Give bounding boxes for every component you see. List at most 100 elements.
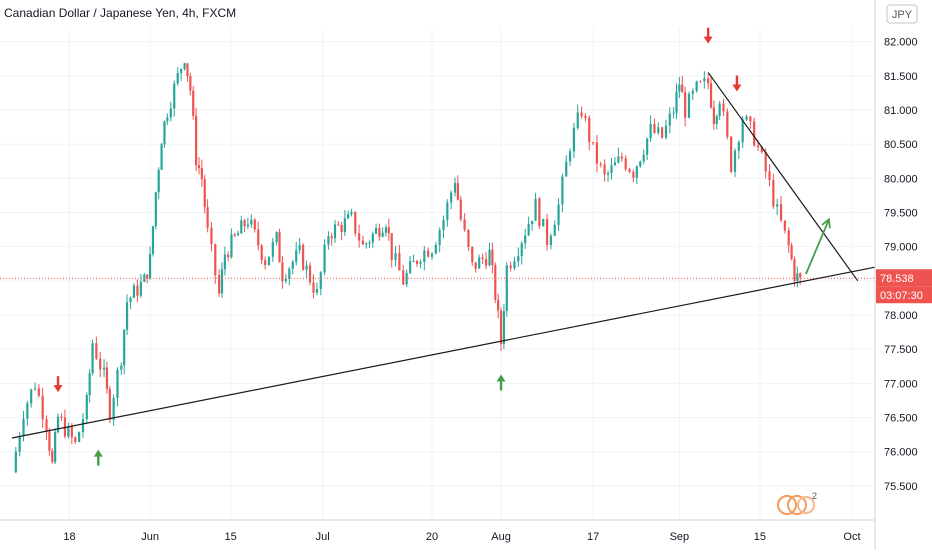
x-tick-label: Jun — [141, 531, 159, 543]
candle-body — [687, 93, 691, 118]
candle-body — [488, 249, 491, 266]
candle-body — [227, 254, 230, 258]
candle-body — [672, 112, 675, 114]
candle-body — [123, 329, 126, 366]
candle-body — [471, 246, 474, 263]
candle-body — [291, 261, 294, 269]
candle-body — [733, 150, 737, 172]
candle-body — [18, 436, 21, 452]
arrow-head — [496, 374, 506, 382]
up-arrow-marker — [93, 449, 103, 466]
candle-body — [741, 119, 744, 143]
candle-body — [302, 244, 305, 270]
candle-body — [163, 121, 166, 145]
candle-body — [764, 152, 767, 172]
candle-body — [790, 245, 793, 260]
candle-body — [67, 426, 70, 437]
candle-body — [668, 113, 671, 126]
candle-body — [78, 432, 81, 442]
candle-body — [783, 220, 786, 231]
candle-body — [722, 103, 725, 112]
candle-body — [284, 278, 287, 282]
arrow-head — [93, 449, 103, 457]
y-tick-label: 79.000 — [884, 242, 918, 254]
candle-body — [538, 198, 541, 227]
candle-body — [368, 242, 371, 244]
candle-body — [340, 225, 343, 233]
candle-body — [409, 261, 412, 273]
candle-body — [712, 107, 716, 124]
candle-body — [246, 224, 249, 227]
candle-body — [56, 416, 60, 433]
candle-body — [108, 388, 111, 420]
y-tick-label: 81.500 — [884, 71, 918, 83]
candle-body — [319, 272, 322, 289]
y-tick-label: 77.000 — [884, 378, 918, 390]
candle-body — [553, 224, 556, 236]
candle-body — [793, 259, 796, 281]
candle-body — [481, 257, 484, 260]
candle-body — [737, 142, 740, 151]
y-tick-label: 80.500 — [884, 139, 918, 151]
candle-body — [74, 437, 77, 442]
price-label-bg — [876, 269, 932, 287]
candle-body — [151, 226, 155, 255]
candle-body — [494, 265, 497, 300]
candle-body — [446, 202, 449, 221]
candle-body — [749, 116, 752, 122]
y-tick-label: 76.500 — [884, 413, 918, 425]
candle-body — [378, 227, 381, 237]
candle-body — [402, 270, 405, 285]
candle-body — [549, 235, 552, 246]
candle-body — [183, 63, 186, 69]
candle-body — [315, 288, 319, 293]
candle-body — [603, 164, 606, 175]
candle-body — [568, 151, 572, 162]
candle-body — [37, 388, 40, 396]
candle-body — [661, 127, 664, 138]
candle-body — [681, 84, 684, 93]
y-tick-label: 78.000 — [884, 310, 918, 322]
price-label: 78.538 — [880, 273, 914, 285]
x-tick-label: 20 — [426, 531, 438, 543]
candle-body — [534, 198, 537, 221]
candle-body — [146, 274, 149, 279]
down-arrow-marker — [53, 376, 63, 393]
tradingview-watermark: 2 — [777, 491, 817, 515]
x-tick-label: 15 — [754, 531, 766, 543]
candle-body — [95, 343, 98, 359]
candle-body — [85, 395, 88, 420]
candle-body — [639, 161, 642, 167]
x-tick-label: Oct — [843, 531, 860, 543]
candle-body — [173, 83, 176, 109]
candle-body — [166, 117, 169, 122]
currency-badge[interactable]: JPY — [886, 4, 918, 24]
projection-shaft — [805, 218, 830, 275]
candle-body — [236, 233, 240, 236]
candle-body — [796, 273, 799, 281]
candle-body — [278, 232, 281, 263]
candle-body — [620, 156, 623, 159]
candle-body — [517, 256, 520, 262]
candle-body — [120, 365, 123, 370]
candle-body — [542, 218, 545, 227]
candle-body — [195, 115, 198, 166]
candle-body — [709, 83, 713, 108]
candle-body — [730, 136, 733, 172]
candle-body — [726, 111, 729, 137]
candle-body — [260, 245, 263, 261]
candle-body — [649, 123, 652, 139]
candle-body — [220, 269, 224, 294]
candle-body — [715, 116, 718, 124]
candle-body — [148, 254, 152, 279]
candle-body — [595, 142, 599, 164]
y-tick-label: 81.000 — [884, 105, 918, 117]
candle-body — [330, 236, 333, 239]
candle-body — [333, 224, 337, 239]
candle-body — [22, 418, 25, 437]
candle-body — [572, 127, 576, 152]
candle-body — [459, 199, 462, 220]
candle-body — [398, 253, 401, 271]
